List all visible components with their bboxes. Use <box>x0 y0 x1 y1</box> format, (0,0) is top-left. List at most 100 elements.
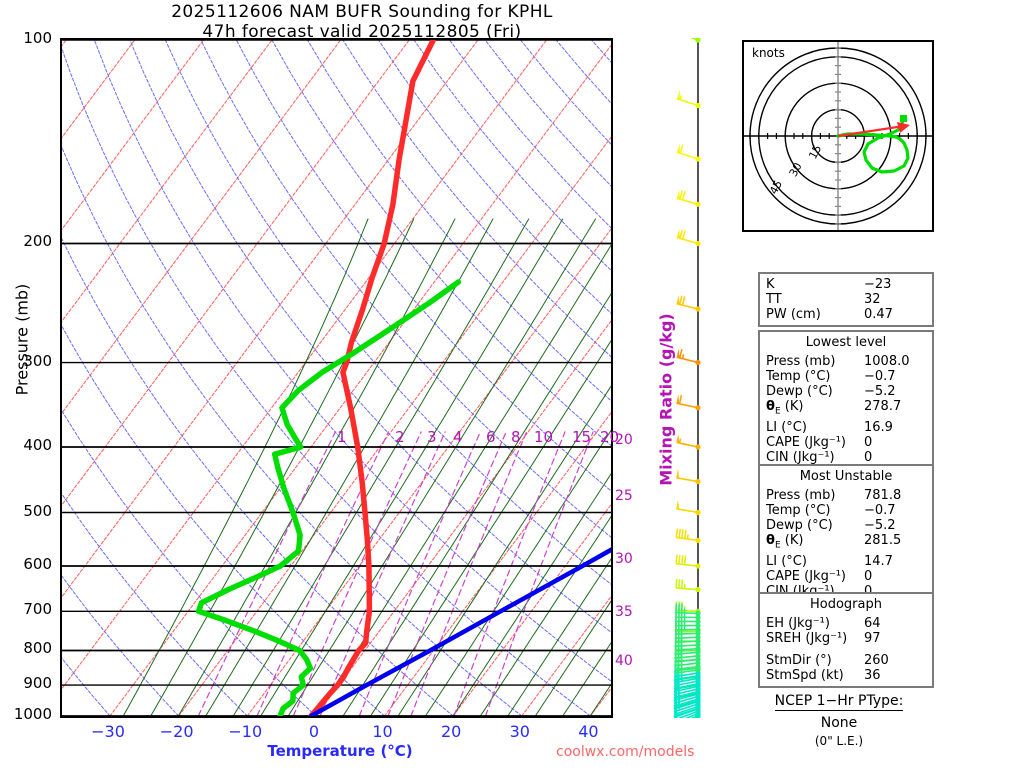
stat-value: 0 <box>864 568 873 584</box>
height-tick-label: 35 <box>615 604 633 620</box>
stat-row: EH (Jkg⁻¹) 64 <box>760 616 932 631</box>
stat-key: Press (mb) <box>766 354 836 369</box>
pressure-tick-label: 600 <box>23 555 52 574</box>
hodograph-units-label: knots <box>752 46 785 60</box>
stat-key: CIN (Jkg⁻¹) <box>766 449 835 465</box>
pressure-tick-label: 400 <box>23 435 52 454</box>
stat-key: θE (K) <box>766 399 804 417</box>
stat-value: −5.2 <box>864 384 896 399</box>
stat-key: PW (cm) <box>766 307 821 322</box>
stat-key: LI (°C) <box>766 419 807 435</box>
hodograph-panel: 15 30 45 knots <box>742 40 934 232</box>
stat-key: StmDir (°) <box>766 653 832 668</box>
stat-row: Temp (°C) −0.7 <box>760 369 932 384</box>
stat-row: CAPE (Jkg⁻¹) 0 <box>760 569 932 584</box>
stat-key: SREH (Jkg⁻¹) <box>766 631 848 646</box>
most-unstable-title: Most Unstable <box>799 469 893 484</box>
stat-row: θE (K) 278.7 <box>760 399 932 420</box>
stat-value: 16.9 <box>864 419 893 435</box>
mixing-ratio-value-label: 3 <box>427 428 437 446</box>
stat-key: Dewp (°C) <box>766 384 833 399</box>
stat-row: CAPE (Jkg⁻¹) 0 <box>760 435 932 450</box>
hodograph-stats-table: Hodograph EH (Jkg⁻¹) 64 SREH (Jkg⁻¹) 97 StmD… <box>758 592 934 688</box>
stat-row: CIN (Jkg⁻¹) 0 <box>760 450 932 465</box>
stat-row: PW (cm) 0.47 <box>760 307 932 322</box>
mixing-ratio-value-label: 10 <box>534 428 554 446</box>
stat-row: StmSpd (kt) 36 <box>760 668 932 683</box>
stat-value: −0.7 <box>864 369 896 384</box>
most-unstable-table: Most Unstable Press (mb) 781.8 Temp (°C) −0… <box>758 464 934 604</box>
pressure-tick-label: 1000 <box>13 705 52 723</box>
mixing-ratio-value-label: 8 <box>511 428 521 446</box>
stat-row: Press (mb) 1008.0 <box>760 354 932 369</box>
temperature-tick-label: −30 <box>91 722 125 741</box>
pressure-tick-label: 100 <box>23 29 52 47</box>
stat-value: 36 <box>864 668 881 683</box>
temperature-tick-label: −20 <box>159 722 194 741</box>
svg-text:45: 45 <box>767 178 785 196</box>
stat-value: 278.7 <box>864 399 902 414</box>
svg-text:15: 15 <box>806 143 824 161</box>
stat-row: Temp (°C) −0.7 <box>760 503 932 518</box>
temperature-tick-label: 10 <box>372 722 393 741</box>
mixing-ratio-value-label: 1 <box>337 428 347 446</box>
indices-table: K −23 TT 32 PW (cm) 0.47 <box>758 272 934 327</box>
row-spacer <box>760 646 932 653</box>
stat-value: 781.8 <box>864 488 902 503</box>
stat-row: LI (°C) 16.9 <box>760 420 932 435</box>
temperature-axis-title: Temperature (°C) <box>267 742 413 760</box>
pressure-tick-label: 700 <box>23 600 52 619</box>
mixing-ratio-value-label: 20 <box>600 428 620 446</box>
stat-row: Press (mb) 781.8 <box>760 488 932 503</box>
hodograph-stats-title: Hodograph <box>810 597 882 612</box>
stat-value: 0 <box>864 584 926 599</box>
ptype-header: NCEP 1−Hr PType: <box>774 693 904 711</box>
stat-row: Dewp (°C) −5.2 <box>760 384 932 399</box>
height-tick-label: 40 <box>615 653 633 669</box>
ptype-accum: (0" L.E.) <box>814 734 864 748</box>
stat-key: TT <box>766 292 782 307</box>
stat-value: 1008.0 <box>864 354 910 369</box>
temperature-tick-label: 40 <box>578 722 599 741</box>
stat-key: K <box>766 277 775 292</box>
pressure-axis-title: Pressure (mb) <box>12 283 32 396</box>
skewt-diagram <box>60 38 613 718</box>
stat-key: Dewp (°C) <box>766 518 833 533</box>
stat-row: LI (°C) 14.7 <box>760 554 932 569</box>
stat-key: CAPE (Jkg⁻¹) <box>766 434 846 450</box>
stat-value: −0.7 <box>864 503 896 518</box>
stat-row: θE (K) 281.5 <box>760 533 932 554</box>
stat-key: Press (mb) <box>766 488 836 503</box>
mixing-ratio-value-label: 6 <box>486 428 496 446</box>
lowest-level-title: Lowest level <box>805 335 887 350</box>
stat-value: 97 <box>864 631 881 646</box>
stat-key: Temp (°C) <box>766 369 831 384</box>
stat-row: StmDir (°) 260 <box>760 653 932 668</box>
mixing-ratio-value-label: 4 <box>453 428 463 446</box>
stat-value: 0 <box>864 449 873 465</box>
pressure-tick-label: 800 <box>23 639 52 658</box>
pressure-tick-label: 500 <box>23 501 52 520</box>
svg-text:30: 30 <box>787 160 805 178</box>
temperature-tick-label: −10 <box>228 722 263 741</box>
watermark: coolwx.com/models <box>556 744 695 760</box>
stat-row: K −23 <box>760 277 932 292</box>
pressure-tick-label: 200 <box>23 232 52 251</box>
temperature-tick-label: 0 <box>308 722 319 741</box>
pressure-tick-label: 300 <box>23 351 52 370</box>
stat-row: Dewp (°C) −5.2 <box>760 518 932 533</box>
lowest-level-table: Lowest level Press (mb) 1008.0 Temp (°C) −0… <box>758 330 934 470</box>
height-tick-label: 20 <box>615 432 633 448</box>
mixing-ratio-value-label: 15 <box>572 428 592 446</box>
mixing-ratio-value-label: 2 <box>395 428 405 446</box>
stat-key: Temp (°C) <box>766 503 831 518</box>
height-tick-label: 25 <box>615 488 633 504</box>
stat-key: EH (Jkg⁻¹) <box>766 616 830 631</box>
stat-key: StmSpd (kt) <box>766 668 844 683</box>
stat-value: 260 <box>864 653 889 668</box>
stat-value: 32 <box>864 292 881 307</box>
stat-key: LI (°C) <box>766 553 807 569</box>
temperature-tick-label: 30 <box>509 722 530 741</box>
stat-value: 0.47 <box>864 307 893 322</box>
stat-key: CAPE (Jkg⁻¹) <box>766 568 846 584</box>
